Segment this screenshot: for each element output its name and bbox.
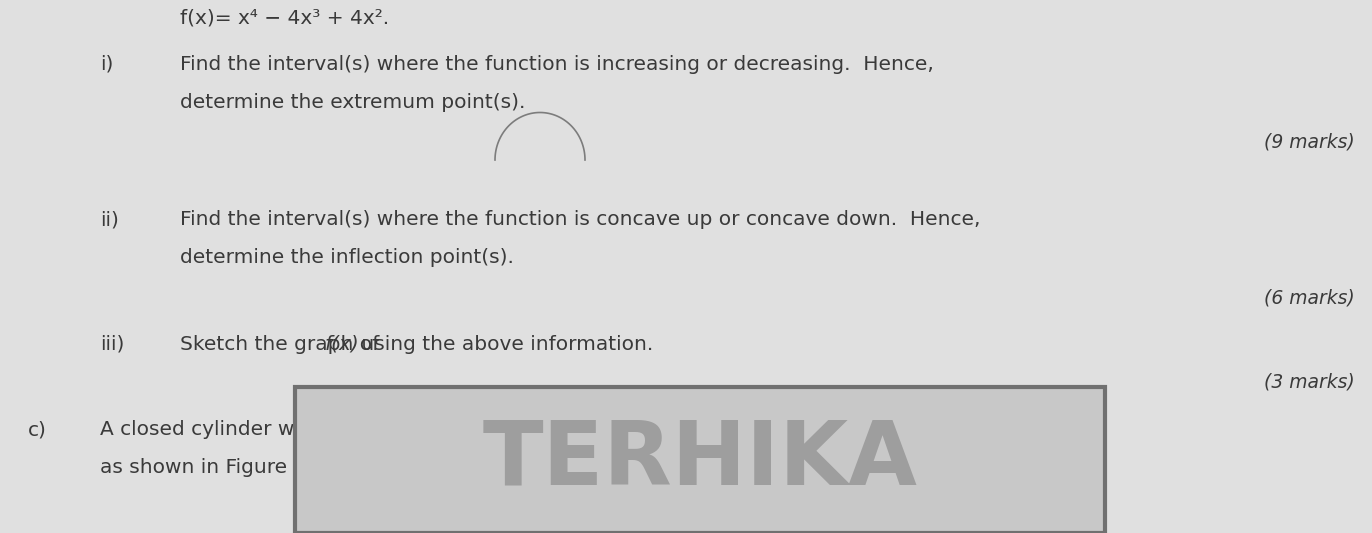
Text: cm and height: cm and height [362, 420, 520, 439]
Text: (3 marks): (3 marks) [1264, 373, 1356, 392]
Text: (6 marks): (6 marks) [1264, 288, 1356, 307]
Text: f(x): f(x) [325, 335, 359, 354]
Text: (9 marks): (9 marks) [1264, 133, 1356, 152]
Text: determine the extremum point(s).: determine the extremum point(s). [180, 93, 525, 112]
Text: Sketch the graph of: Sketch the graph of [180, 335, 386, 354]
Text: TERHIKA: TERHIKA [483, 416, 918, 504]
Text: r: r [350, 420, 358, 439]
Text: h: h [472, 420, 484, 439]
Text: iii): iii) [100, 335, 125, 354]
Text: i): i) [100, 55, 114, 74]
Text: Find the interval(s) where the function is increasing or decreasing.  Hence,: Find the interval(s) where the function … [180, 55, 934, 74]
Text: determine the inflection point(s).: determine the inflection point(s). [180, 248, 514, 267]
Text: cm is to have a volum: cm is to have a volum [484, 420, 713, 439]
Text: as shown in Figure 1.  The material: as shown in Figure 1. The material [100, 458, 454, 477]
Bar [295, 387, 1104, 533]
Text: c): c) [27, 420, 47, 439]
Text: ii): ii) [100, 210, 119, 229]
Text: using the above information.: using the above information. [355, 335, 653, 354]
Text: A closed cylinder with radius: A closed cylinder with radius [100, 420, 395, 439]
Text: f(x)= x⁴ − 4x³ + 4x².: f(x)= x⁴ − 4x³ + 4x². [180, 8, 390, 27]
Text: Find the interval(s) where the function is concave up or concave down.  Hence,: Find the interval(s) where the function … [180, 210, 981, 229]
